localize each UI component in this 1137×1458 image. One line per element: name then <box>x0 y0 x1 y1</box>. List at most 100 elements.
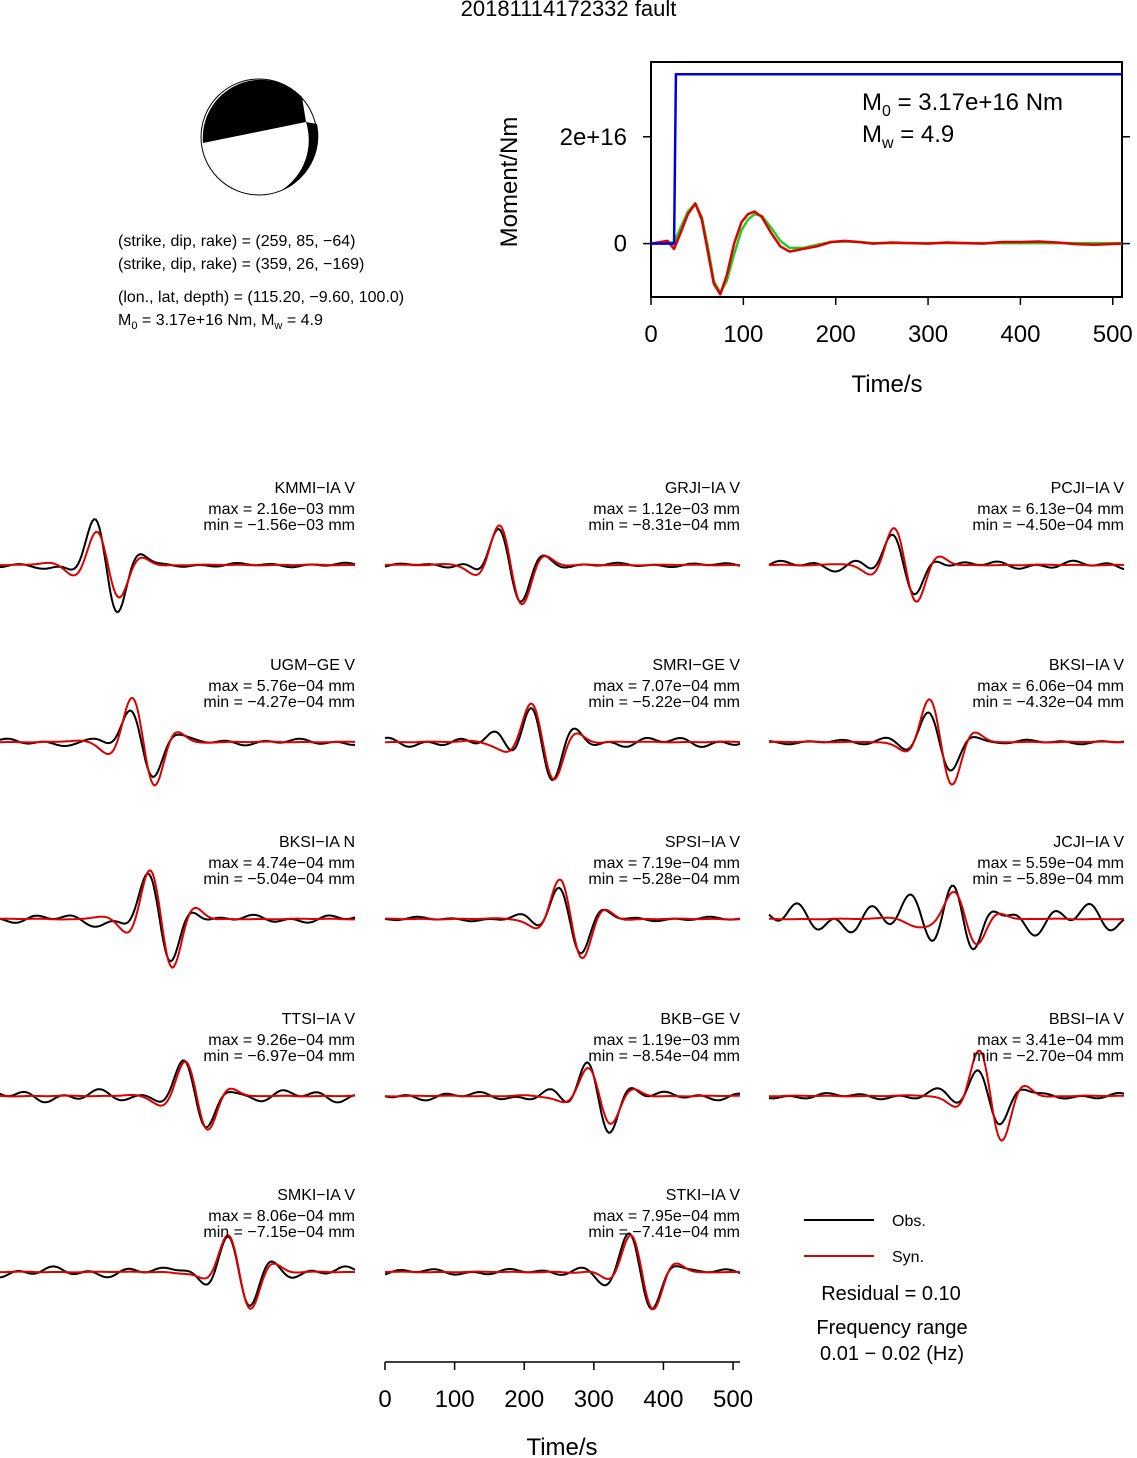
synthetic-trace <box>768 527 1125 603</box>
station-max: max = 8.06e−04 mm <box>208 1208 355 1225</box>
stf-annotation-mw: Mw = 4.9 <box>862 121 954 152</box>
station-max: max = 6.13e−04 mm <box>977 501 1124 518</box>
station-min: min = −2.70e−04 mm <box>972 1048 1124 1065</box>
waveform-xtick-label: 400 <box>643 1386 683 1413</box>
station-max: max = 6.06e−04 mm <box>977 678 1124 695</box>
station-min: min = −5.22e−04 mm <box>588 694 740 711</box>
station-label: BBSI−IA V <box>1049 1011 1124 1028</box>
station-max: max = 1.19e−03 mm <box>593 1032 740 1049</box>
stf-xlabel: Time/s <box>851 371 922 398</box>
station-min: min = −6.97e−04 mm <box>203 1048 355 1065</box>
stf-ytick-label: 0 <box>614 231 627 258</box>
stf-xtick-label: 500 <box>1093 321 1133 348</box>
station-max: max = 1.12e−03 mm <box>593 501 740 518</box>
nodal-plane-2: (strike, dip, rake) = (359, 26, −169) <box>118 256 365 273</box>
observed-trace <box>384 706 741 782</box>
synthetic-trace <box>385 878 741 960</box>
station-label: STKI−IA V <box>666 1187 741 1204</box>
stf-ytick-label: 2e+16 <box>560 124 627 151</box>
location-text: (lon., lat, depth) = (115.20, −9.60, 100… <box>118 289 405 306</box>
waveform-xtick-label: 0 <box>378 1386 391 1413</box>
synthetic-trace <box>385 702 741 781</box>
observed-trace <box>384 1061 741 1134</box>
observed-trace <box>768 1069 1125 1126</box>
station-label: UGM−GE V <box>270 657 355 674</box>
station-label: GRJI−IA V <box>665 480 740 497</box>
station-min: min = −7.15e−04 mm <box>203 1224 355 1241</box>
station-max: max = 9.26e−04 mm <box>208 1032 355 1049</box>
station-label: TTSI−IA V <box>282 1011 356 1028</box>
station-label: SMKI−IA V <box>277 1187 355 1204</box>
station-max: max = 3.41e−04 mm <box>977 1032 1124 1049</box>
beachball-icon <box>200 78 319 196</box>
station-label: SPSI−IA V <box>665 834 740 851</box>
station-min: min = −5.04e−04 mm <box>203 871 355 888</box>
observed-trace <box>0 872 356 963</box>
moment-magnitude-text: M0 = 3.17e+16 Nm, Mw = 4.9 <box>118 312 323 332</box>
residual-text: Residual = 0.10 <box>821 1283 961 1305</box>
synthetic-trace <box>0 1060 356 1131</box>
synthetic-trace <box>769 698 1124 786</box>
station-min: min = −4.32e−04 mm <box>972 694 1124 711</box>
synthetic-trace <box>769 1049 1124 1142</box>
synthetic-trace <box>385 524 741 606</box>
station-max: max = 7.95e−04 mm <box>593 1208 740 1225</box>
stf-plot-frame <box>650 61 1123 298</box>
station-min: min = −8.54e−04 mm <box>588 1048 740 1065</box>
station-max: max = 7.19e−04 mm <box>593 855 740 872</box>
synthetic-trace <box>769 890 1125 946</box>
station-label: SMRI−GE V <box>652 657 740 674</box>
stf-xtick-label: 400 <box>1000 321 1040 348</box>
station-label: BKSI−IA V <box>1049 657 1124 674</box>
synthetic-trace <box>385 1234 741 1311</box>
stf-series-line <box>650 202 1123 296</box>
waveform-xtick-label: 100 <box>435 1386 475 1413</box>
legend-syn-label: Syn. <box>892 1249 924 1266</box>
figure-title: 20181114172332 fault <box>460 0 677 21</box>
frequency-range-value: 0.01 − 0.02 (Hz) <box>820 1343 964 1365</box>
station-min: min = −4.27e−04 mm <box>203 694 355 711</box>
observed-trace <box>768 884 1125 951</box>
stf-xtick-label: 0 <box>644 321 657 348</box>
synthetic-trace <box>384 1067 740 1125</box>
observed-trace <box>0 1235 356 1308</box>
waveform-xlabel: Time/s <box>526 1434 597 1458</box>
stf-xtick-label: 200 <box>816 321 856 348</box>
observed-trace <box>0 1059 356 1129</box>
synthetic-trace <box>0 530 356 599</box>
station-min: min = −5.89e−04 mm <box>972 871 1124 888</box>
frequency-range-title: Frequency range <box>816 1317 967 1339</box>
observed-trace <box>384 886 741 955</box>
legend-obs-label: Obs. <box>892 1213 926 1230</box>
station-max: max = 4.74e−04 mm <box>208 855 355 872</box>
stf-annotation-m0: M0 = 3.17e+16 Nm <box>862 89 1063 120</box>
station-min: min = −1.56e−03 mm <box>203 517 355 534</box>
station-max: max = 5.76e−04 mm <box>208 678 355 695</box>
stf-xtick-label: 300 <box>908 321 948 348</box>
station-min: min = −5.28e−04 mm <box>588 871 740 888</box>
stf-series-line <box>650 202 1122 294</box>
synthetic-trace <box>0 1234 356 1311</box>
stf-ylabel: Moment/Nm <box>496 117 523 248</box>
observed-trace <box>0 709 355 778</box>
observed-trace <box>768 533 1125 596</box>
waveform-xtick-label: 300 <box>574 1386 614 1413</box>
synthetic-trace <box>0 696 355 787</box>
waveform-xtick-label: 200 <box>504 1386 544 1413</box>
station-label: PCJI−IA V <box>1051 480 1125 497</box>
station-min: min = −7.41e−04 mm <box>588 1224 740 1241</box>
station-min: min = −8.31e−04 mm <box>588 517 740 534</box>
waveform-xtick-label: 500 <box>713 1386 753 1413</box>
station-label: KMMI−IA V <box>275 480 356 497</box>
stf-series-line <box>651 73 1122 245</box>
station-max: max = 5.59e−04 mm <box>977 855 1124 872</box>
station-max: max = 7.07e−04 mm <box>593 678 740 695</box>
synthetic-trace <box>0 869 355 969</box>
nodal-plane-1: (strike, dip, rake) = (259, 85, −64) <box>118 233 356 250</box>
station-label: JCJI−IA V <box>1053 834 1124 851</box>
stf-xtick-label: 100 <box>723 321 763 348</box>
station-min: min = −4.50e−04 mm <box>972 517 1124 534</box>
station-max: max = 2.16e−03 mm <box>208 501 355 518</box>
